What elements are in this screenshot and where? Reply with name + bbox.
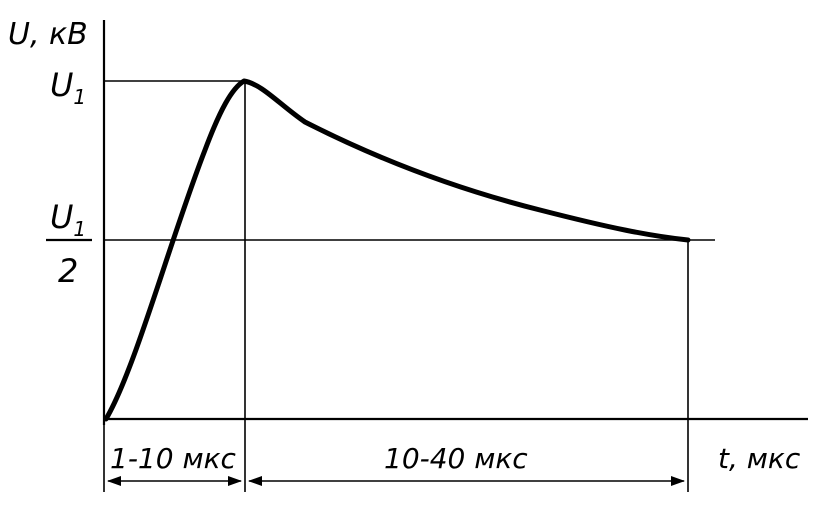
half-level-denominator: 2 <box>58 252 78 290</box>
tail-duration-label: 10-40 мкс <box>384 442 528 475</box>
x-axis-label: t, мкс <box>718 442 801 475</box>
peak-level-label: U1 <box>50 66 86 109</box>
front-duration-label: 1-10 мкс <box>110 442 236 475</box>
half-level-numerator: U1 <box>50 198 86 241</box>
impulse-curve <box>103 78 691 422</box>
y-axis-label: U, кВ <box>8 17 88 52</box>
